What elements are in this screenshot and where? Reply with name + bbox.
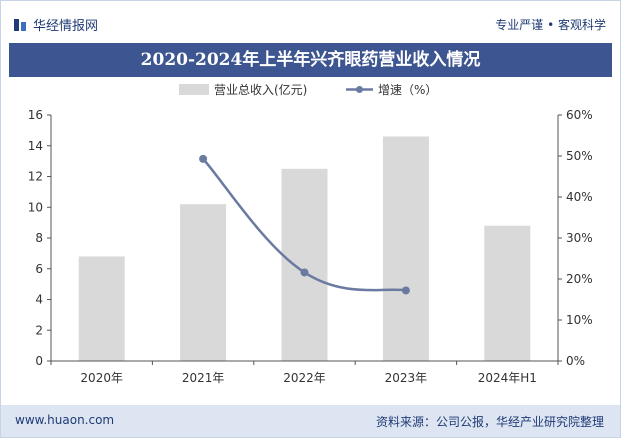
bar-4[interactable] — [382, 136, 429, 361]
y-left-tick-label: 6 — [35, 262, 43, 276]
x-tick-label: 2024年H1 — [478, 371, 537, 385]
bar-5[interactable] — [484, 225, 531, 361]
y-left-tick-label: 0 — [35, 354, 43, 368]
y-right-tick-label: 20% — [566, 272, 593, 286]
growth-point-2[interactable] — [300, 268, 309, 277]
legend: 营业总收入(亿元) 增速（%） — [179, 82, 437, 97]
line-series — [199, 154, 410, 295]
legend-bar-swatch — [179, 84, 209, 95]
y-left-tick-label: 10 — [28, 200, 43, 214]
top-bar: 华经情报网 专业严谨 • 客观科学 — [1, 1, 620, 43]
growth-point-1[interactable] — [199, 154, 208, 163]
chart-canvas: 营业总收入(亿元) 增速（%） 0 2 4 6 8 10 12 14 16 0% 10% 20% 30% 4… — [28, 82, 593, 385]
x-tick-label: 2021年 — [182, 371, 225, 385]
y-right-tick-label: 10% — [566, 313, 593, 327]
y-left-tick-label: 2 — [35, 323, 43, 337]
bar-3[interactable] — [281, 168, 328, 361]
y-left-tick-label: 14 — [28, 139, 43, 153]
y-left-tick-label: 4 — [35, 293, 43, 307]
bar-1[interactable] — [78, 256, 125, 361]
growth-point-3[interactable] — [401, 286, 410, 295]
tagline: 专业严谨 • 客观科学 — [495, 18, 606, 32]
y-right-tick-label: 30% — [566, 231, 593, 245]
brand-logo[interactable]: 华经情报网 — [13, 15, 98, 34]
footer-source: 资料来源：公司公报，华经产业研究院整理 — [375, 415, 604, 429]
x-tick-label: 2023年 — [385, 371, 428, 385]
brand-name: 华经情报网 — [33, 19, 99, 34]
y-left-tick-label: 8 — [35, 231, 43, 245]
x-tick-label: 2022年 — [283, 371, 326, 385]
bar-series — [78, 136, 531, 361]
chart-title: 2020-2024年上半年兴齐眼药营业收入情况 — [9, 43, 612, 77]
footer-url[interactable]: www.huaon.com — [15, 413, 115, 427]
legend-line-marker — [356, 86, 363, 93]
y-right-tick-label: 60% — [566, 108, 593, 122]
y-right-tick-label: 0% — [566, 354, 585, 368]
brand-logo-icon — [14, 18, 26, 31]
legend-bar-label: 营业总收入(亿元) — [214, 82, 307, 97]
axes: 0 2 4 6 8 10 12 14 16 0% 10% 20% 30% 40% 50% 60% 2020年 20… — [28, 108, 593, 385]
y-left-tick-label: 16 — [28, 108, 43, 122]
y-right-tick-label: 40% — [566, 190, 593, 204]
footer: www.huaon.com 资料来源：公司公报，华经产业研究院整理 — [1, 405, 620, 437]
bar-2[interactable] — [180, 204, 227, 361]
legend-line-label: 增速（%） — [378, 83, 437, 97]
x-tick-label: 2020年 — [80, 371, 123, 385]
y-left-tick-label: 12 — [28, 170, 43, 184]
y-right-tick-label: 50% — [566, 149, 593, 163]
